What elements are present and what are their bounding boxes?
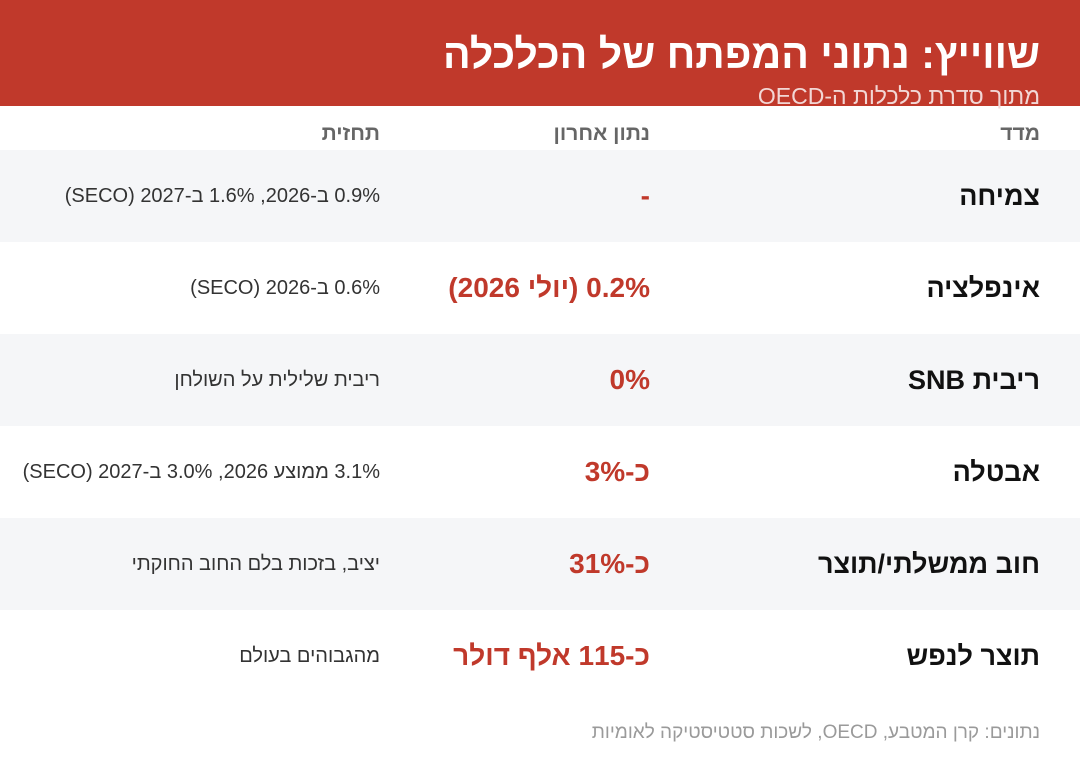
row-metric: חוב ממשלתי/תוצר — [818, 548, 1040, 579]
table-row: תוצר לנפש כ-115 אלף דולר מהגבוהים בעולם — [0, 610, 1080, 702]
row-forecast: ריבית שלילית על השולחן — [174, 368, 380, 391]
column-header-metric: מדד — [1000, 122, 1040, 145]
row-latest-value: 0% — [609, 364, 650, 395]
table-row: אבטלה כ-3% 3.1% ממוצע 2026, 3.0% ב-2027 … — [0, 426, 1080, 518]
page-subtitle: מתוך סדרת כלכלות ה-OECD — [757, 83, 1040, 109]
table-row: צמיחה - 0.9% ב-2026, 1.6% ב-2027 (SECO) — [0, 150, 1080, 242]
row-latest-value: כ-115 אלף דולר — [453, 640, 650, 671]
table-row: ריבית SNB 0% ריבית שלילית על השולחן — [0, 334, 1080, 426]
column-header-latest: נתון אחרון — [553, 122, 650, 145]
row-latest-value: כ-31% — [569, 548, 650, 579]
row-latest-value: - — [640, 180, 650, 211]
table-row: אינפלציה 0.2% (יולי 2026) 0.6% ב-2026 (S… — [0, 242, 1080, 334]
row-metric: תוצר לנפש — [906, 640, 1040, 671]
row-metric: ריבית SNB — [908, 364, 1040, 395]
source-note: נתונים: קרן המטבע, OECD, לשכות סטטיסטיקה… — [591, 722, 1040, 743]
row-metric: אינפלציה — [926, 272, 1040, 303]
row-forecast: 3.1% ממוצע 2026, 3.0% ב-2027 (SECO) — [22, 460, 380, 483]
row-metric: צמיחה — [959, 180, 1040, 211]
row-metric: אבטלה — [952, 456, 1040, 487]
row-forecast: מהגבוהים בעולם — [239, 644, 380, 667]
row-forecast: יציב, בזכות בלם החוב החוקתי — [131, 552, 380, 575]
column-header-forecast: תחזית — [321, 122, 380, 145]
row-forecast: 0.6% ב-2026 (SECO) — [190, 276, 380, 299]
row-latest-value: 0.2% (יולי 2026) — [448, 272, 650, 303]
row-forecast: 0.9% ב-2026, 1.6% ב-2027 (SECO) — [64, 184, 380, 207]
header-banner: שווייץ: נתוני המפתח של הכלכלה מתוך סדרת … — [0, 0, 1080, 109]
page-title: שווייץ: נתוני המפתח של הכלכלה — [442, 31, 1040, 77]
table-row: חוב ממשלתי/תוצר כ-31% יציב, בזכות בלם הח… — [0, 518, 1080, 610]
row-latest-value: כ-3% — [584, 456, 650, 487]
